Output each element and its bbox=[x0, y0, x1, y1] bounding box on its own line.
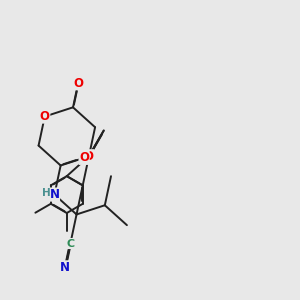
Text: C: C bbox=[66, 238, 74, 248]
Text: O: O bbox=[73, 77, 83, 90]
Text: N: N bbox=[50, 188, 59, 201]
Text: H: H bbox=[42, 188, 51, 198]
Text: O: O bbox=[40, 110, 50, 123]
Text: O: O bbox=[84, 150, 94, 163]
Text: N: N bbox=[60, 261, 70, 274]
Text: O: O bbox=[79, 152, 89, 164]
